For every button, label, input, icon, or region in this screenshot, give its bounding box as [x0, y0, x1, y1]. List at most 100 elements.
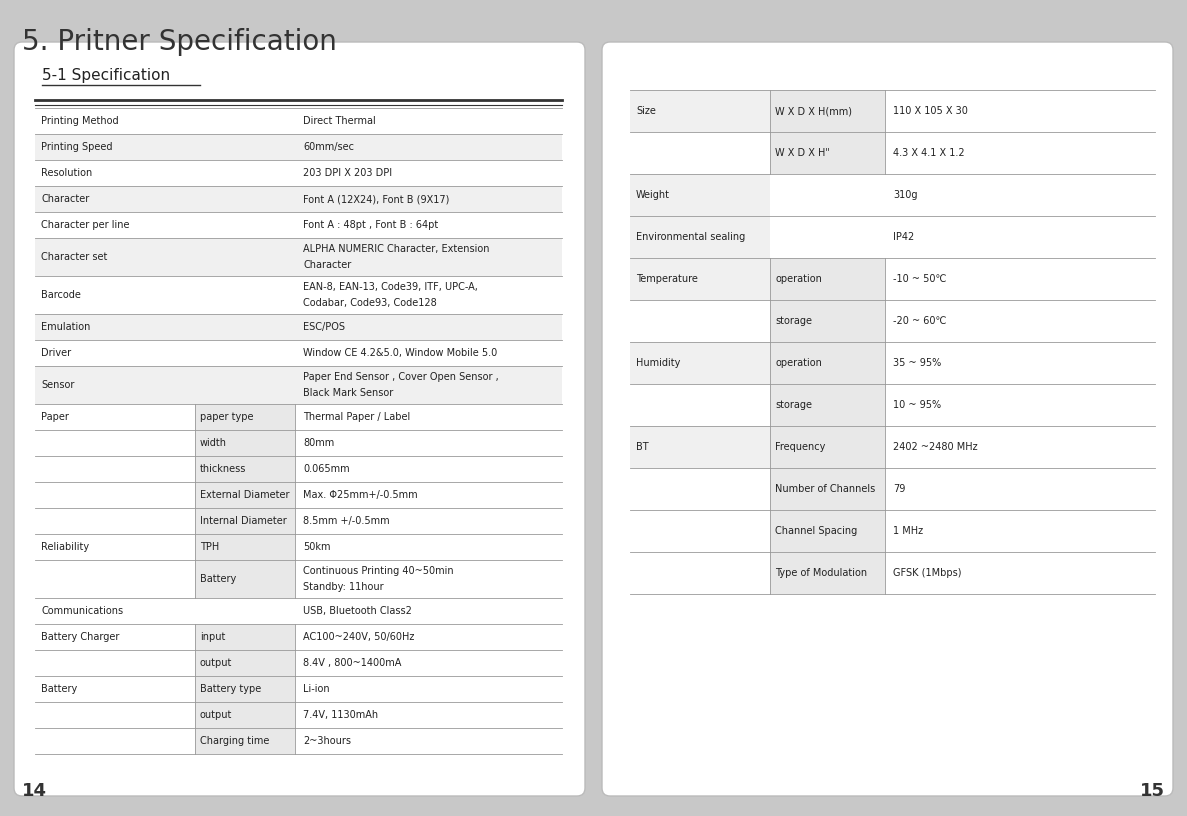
Text: 0.065mm: 0.065mm — [303, 464, 350, 474]
Text: output: output — [199, 658, 233, 668]
Text: Resolution: Resolution — [42, 168, 93, 178]
Bar — [770, 468, 886, 510]
Text: 5-1 Specification: 5-1 Specification — [42, 68, 170, 83]
Text: -10 ~ 50℃: -10 ~ 50℃ — [893, 274, 946, 284]
Text: Max. Φ25mm+/-0.5mm: Max. Φ25mm+/-0.5mm — [303, 490, 418, 500]
Bar — [770, 300, 886, 342]
Text: Window CE 4.2&5.0, Window Mobile 5.0: Window CE 4.2&5.0, Window Mobile 5.0 — [303, 348, 497, 358]
Bar — [195, 508, 296, 534]
Bar — [770, 384, 886, 426]
Text: operation: operation — [775, 274, 821, 284]
Text: Emulation: Emulation — [42, 322, 90, 332]
Text: 10 ~ 95%: 10 ~ 95% — [893, 400, 941, 410]
Text: storage: storage — [775, 316, 812, 326]
Text: Environmental sealing: Environmental sealing — [636, 232, 745, 242]
Text: IP42: IP42 — [893, 232, 914, 242]
Text: Thermal Paper / Label: Thermal Paper / Label — [303, 412, 411, 422]
Text: Direct Thermal: Direct Thermal — [303, 116, 376, 126]
Text: 4.3 X 4.1 X 1.2: 4.3 X 4.1 X 1.2 — [893, 148, 965, 158]
Text: 79: 79 — [893, 484, 906, 494]
Text: input: input — [199, 632, 226, 642]
Text: 203 DPI X 203 DPI: 203 DPI X 203 DPI — [303, 168, 392, 178]
Text: W X D X H": W X D X H" — [775, 148, 830, 158]
Text: Driver: Driver — [42, 348, 71, 358]
Text: Humidity: Humidity — [636, 358, 680, 368]
Text: Battery: Battery — [42, 684, 77, 694]
Bar — [770, 426, 886, 468]
Text: Printing Method: Printing Method — [42, 116, 119, 126]
Text: -20 ~ 60℃: -20 ~ 60℃ — [893, 316, 946, 326]
Text: 14: 14 — [23, 782, 47, 800]
Bar — [195, 560, 296, 598]
Bar — [195, 728, 296, 754]
Text: 1 MHz: 1 MHz — [893, 526, 923, 536]
Bar — [630, 258, 770, 300]
Text: Paper: Paper — [42, 412, 69, 422]
Bar — [630, 216, 770, 258]
Bar — [195, 430, 296, 456]
Text: ESC/POS: ESC/POS — [303, 322, 345, 332]
Text: thickness: thickness — [199, 464, 247, 474]
Text: Battery type: Battery type — [199, 684, 261, 694]
Bar — [195, 650, 296, 676]
Bar — [770, 90, 886, 132]
Bar — [770, 258, 886, 300]
Text: 60mm/sec: 60mm/sec — [303, 142, 354, 152]
Text: Printing Speed: Printing Speed — [42, 142, 113, 152]
Bar — [34, 238, 561, 276]
Text: Standby: 11hour: Standby: 11hour — [303, 583, 383, 592]
Bar — [630, 174, 770, 216]
Text: Weight: Weight — [636, 190, 669, 200]
Text: Channel Spacing: Channel Spacing — [775, 526, 857, 536]
Text: 2~3hours: 2~3hours — [303, 736, 351, 746]
Text: Paper End Sensor , Cover Open Sensor ,: Paper End Sensor , Cover Open Sensor , — [303, 371, 499, 382]
Bar — [195, 676, 296, 702]
Text: 8.5mm +/-0.5mm: 8.5mm +/-0.5mm — [303, 516, 389, 526]
Bar — [770, 552, 886, 594]
FancyBboxPatch shape — [14, 42, 585, 796]
Text: Font A (12X24), Font B (9X17): Font A (12X24), Font B (9X17) — [303, 194, 450, 204]
Bar — [195, 456, 296, 482]
Text: GFSK (1Mbps): GFSK (1Mbps) — [893, 568, 961, 578]
Text: W X D X H(mm): W X D X H(mm) — [775, 106, 852, 116]
Text: operation: operation — [775, 358, 821, 368]
Text: Battery Charger: Battery Charger — [42, 632, 120, 642]
Text: Codabar, Code93, Code128: Codabar, Code93, Code128 — [303, 299, 437, 308]
Text: External Diameter: External Diameter — [199, 490, 290, 500]
Text: Li-ion: Li-ion — [303, 684, 330, 694]
Text: Black Mark Sensor: Black Mark Sensor — [303, 388, 393, 398]
Text: BT: BT — [636, 442, 648, 452]
Text: Barcode: Barcode — [42, 290, 81, 300]
Text: 310g: 310g — [893, 190, 918, 200]
Text: ALPHA NUMERIC Character, Extension: ALPHA NUMERIC Character, Extension — [303, 244, 489, 254]
Text: Reliability: Reliability — [42, 542, 89, 552]
Text: paper type: paper type — [199, 412, 254, 422]
Text: storage: storage — [775, 400, 812, 410]
Text: Character: Character — [42, 194, 89, 204]
Text: Character per line: Character per line — [42, 220, 129, 230]
FancyBboxPatch shape — [602, 42, 1173, 796]
Bar — [195, 404, 296, 430]
Text: width: width — [199, 438, 227, 448]
Text: Number of Channels: Number of Channels — [775, 484, 875, 494]
Bar — [34, 186, 561, 212]
Text: Character set: Character set — [42, 252, 107, 262]
Text: 15: 15 — [1140, 782, 1164, 800]
Text: Size: Size — [636, 106, 656, 116]
Bar — [630, 90, 770, 132]
Text: AC100~240V, 50/60Hz: AC100~240V, 50/60Hz — [303, 632, 414, 642]
Bar — [195, 534, 296, 560]
Text: Charging time: Charging time — [199, 736, 269, 746]
Text: Battery: Battery — [199, 574, 236, 584]
Bar — [195, 624, 296, 650]
Text: Character: Character — [303, 260, 351, 270]
Text: Frequency: Frequency — [775, 442, 825, 452]
Bar — [770, 510, 886, 552]
Bar — [770, 132, 886, 174]
Text: Sensor: Sensor — [42, 380, 75, 390]
Text: output: output — [199, 710, 233, 720]
Text: Font A : 48pt , Font B : 64pt: Font A : 48pt , Font B : 64pt — [303, 220, 438, 230]
Text: 50km: 50km — [303, 542, 330, 552]
Text: 5. Pritner Specification: 5. Pritner Specification — [23, 28, 337, 56]
Text: TPH: TPH — [199, 542, 220, 552]
